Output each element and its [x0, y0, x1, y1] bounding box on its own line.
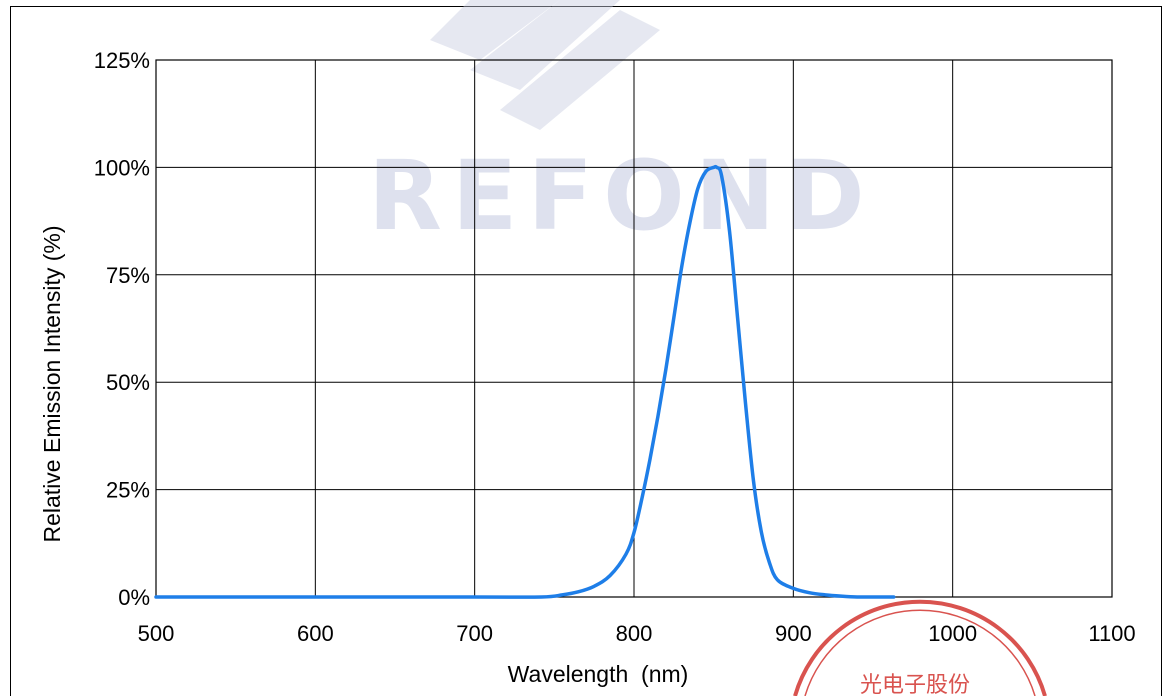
- watermark-stripe: [430, 0, 560, 60]
- x-tick-label: 600: [297, 621, 334, 646]
- y-tick-label: 100%: [94, 155, 150, 180]
- seal-outer-ring: [793, 599, 1047, 696]
- x-tick-label: 700: [456, 621, 493, 646]
- seal-inner-ring: [804, 609, 1036, 696]
- y-axis-label: Relative Emission Intensity (%): [39, 226, 65, 543]
- x-tick-label: 1000: [928, 621, 977, 646]
- y-tick-label: 50%: [106, 370, 150, 395]
- x-tick-label: 900: [775, 621, 812, 646]
- y-tick-label: 75%: [106, 263, 150, 288]
- refond-watermark: REFOND: [368, 0, 875, 252]
- y-tick-label: 0%: [118, 585, 150, 610]
- company-seal: 光电子股份: [793, 599, 1047, 696]
- seal-text: 光电子股份: [860, 673, 970, 696]
- x-tick-label: 1100: [1088, 621, 1135, 646]
- tick-labels: 500 600 700 800 900 1000 1100 0% 25% 50% 75% 100% 12…: [94, 48, 1136, 646]
- x-tick-label: 800: [616, 621, 653, 646]
- plot-grid: [155, 59, 1113, 598]
- series-layer: [154, 164, 896, 599]
- x-tick-label: 500: [138, 621, 175, 646]
- x-axis-label: Wavelength (nm): [508, 661, 689, 687]
- watermark-stripe: [500, 10, 660, 130]
- watermark-stripe: [470, 0, 620, 90]
- y-tick-label: 125%: [94, 48, 150, 73]
- chart-frame: [10, 6, 1162, 696]
- y-tick-label: 25%: [106, 478, 150, 503]
- watermark-text: REFOND: [368, 140, 875, 252]
- emission-series-line: [154, 164, 896, 599]
